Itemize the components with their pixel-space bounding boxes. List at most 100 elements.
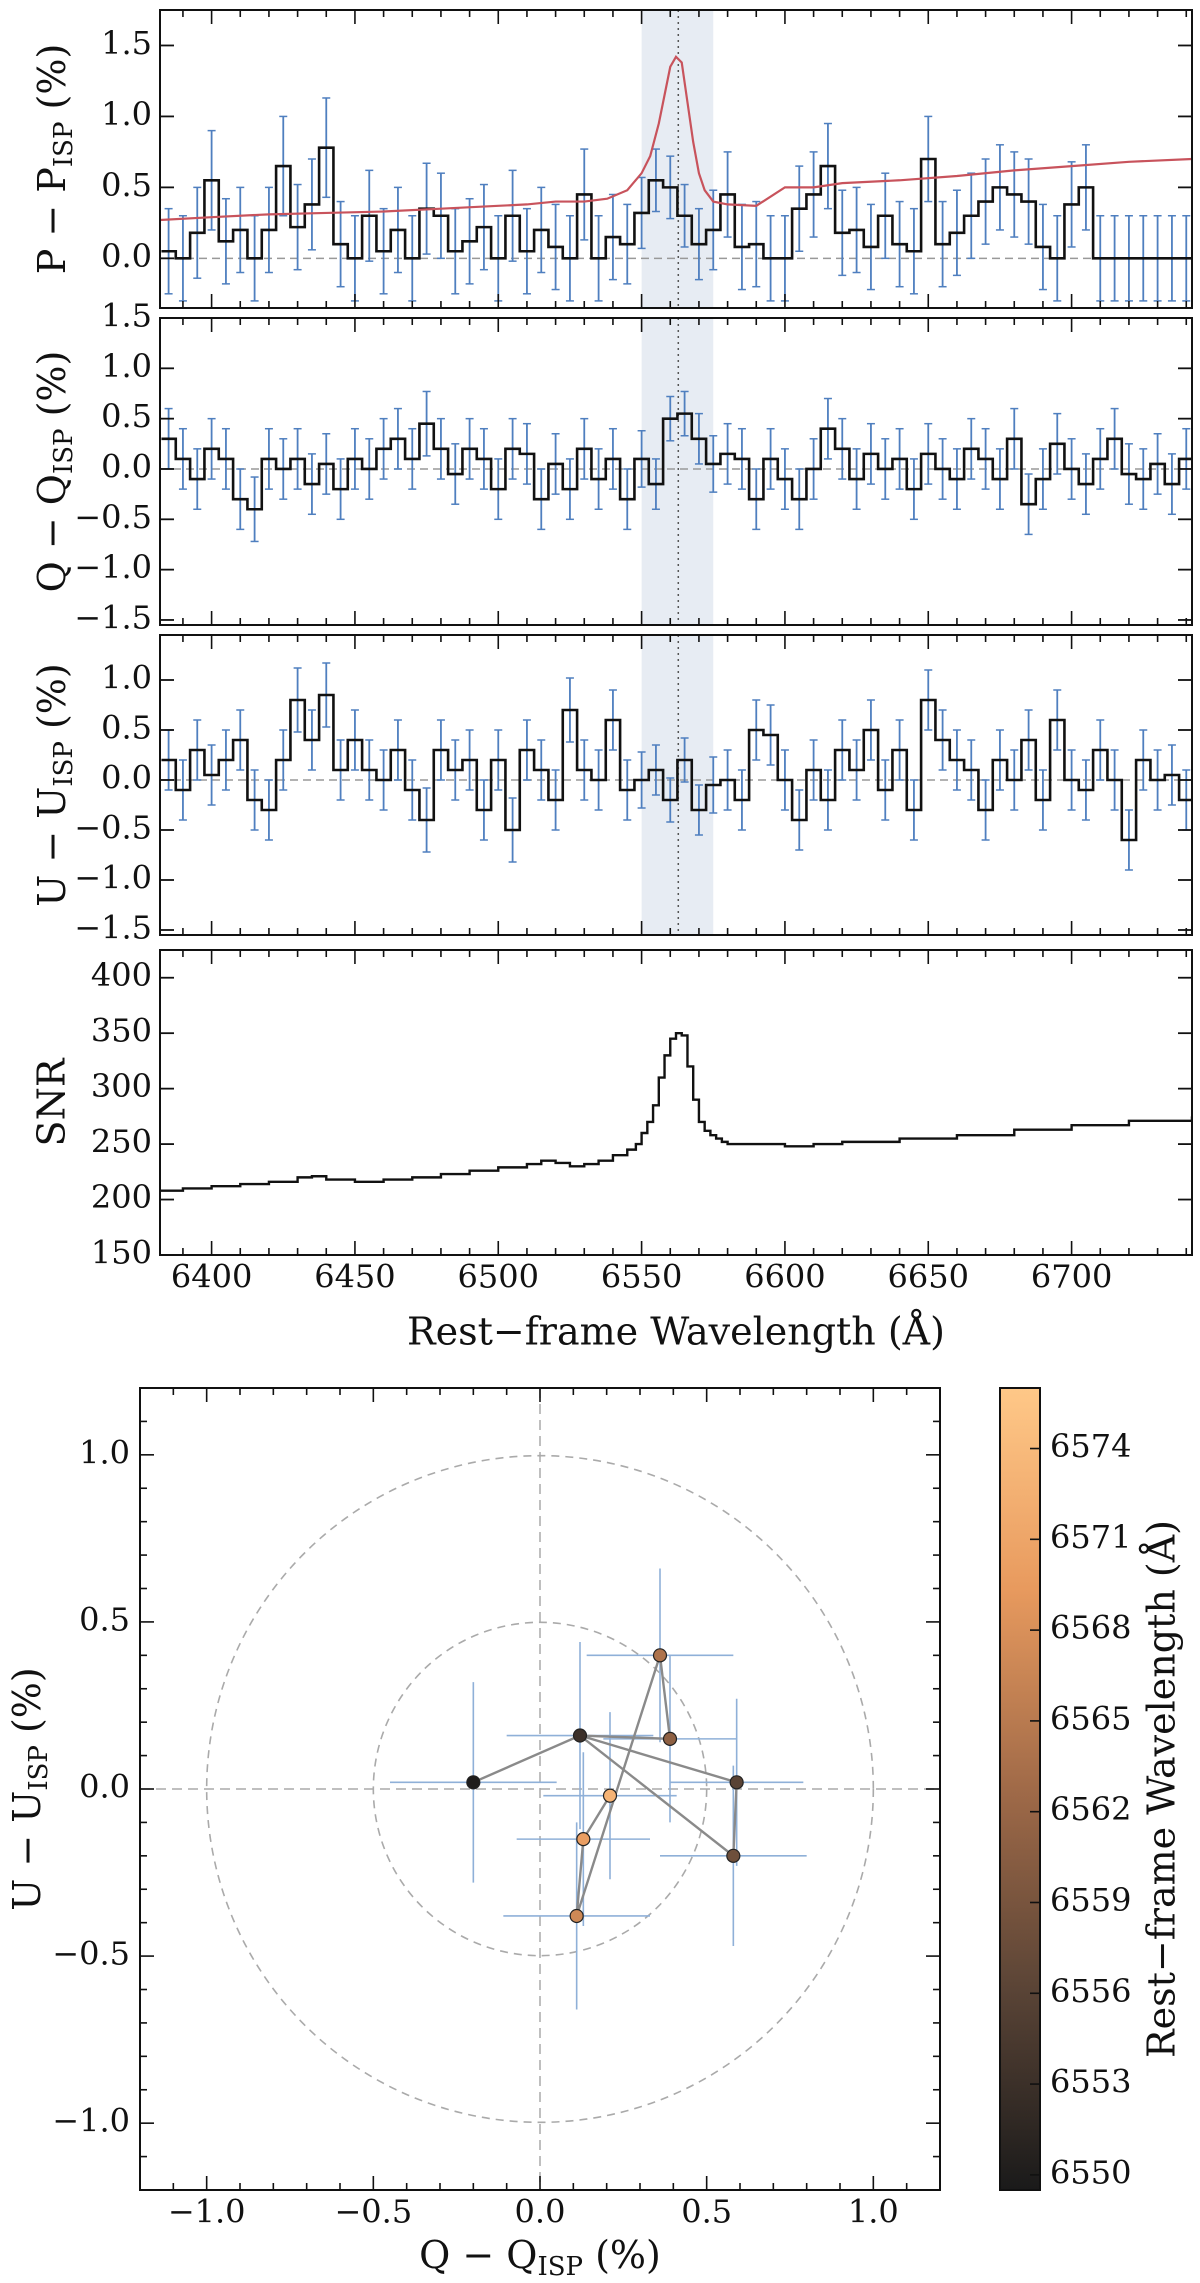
qu-data-point (726, 1848, 741, 1863)
y-axis-label: U − UISP (%) (30, 663, 80, 906)
halpha-band (641, 10, 714, 308)
x-axis-label-part: ISP (537, 2252, 583, 2282)
qu-plane-panel: −1.0 −0.5 0.0 0.5 1.0−1.0−0.50.00.51.0Q − QI… (5, 1387, 941, 2283)
y-axis-label-unit: (%) (30, 44, 74, 122)
y-tick-label: 0.5 (79, 1600, 130, 1638)
x-tick-label: 6500 (458, 1258, 539, 1296)
qu-data-point (652, 1648, 668, 1663)
axes-frame (159, 317, 1193, 626)
snr-panel: 150 200 250 300 350 400 6400 6450 6500 6550 6600 66… (30, 949, 1193, 1354)
x-tick-label: 6650 (888, 1258, 969, 1296)
plot-area (160, 1031, 1192, 1192)
colorbar: 6550 6553 6556 6559 6562 6565 6568 6571 6574 Rest… (999, 1387, 1184, 2191)
axes-frame (159, 949, 1193, 1256)
qu-data-point (466, 1775, 481, 1790)
colorbar-tick-label: 6553 (1050, 2063, 1131, 2101)
qu-data-point (576, 1832, 591, 1847)
y-axis-label-sub: ISP (49, 428, 79, 474)
y-tick-label: −0.5 (74, 809, 152, 847)
y-axis-label-part: (%) (5, 1667, 49, 1745)
qu-data-point (602, 1788, 618, 1803)
y-tick-label: 1.0 (101, 95, 152, 133)
y-tick-label: 0.5 (101, 709, 152, 747)
y-tick-label: 1.0 (101, 659, 152, 697)
y-tick-label: −0.5 (74, 498, 152, 536)
y-axis-label-main: U − U (30, 787, 74, 907)
y-axis-label-sub: ISP (49, 741, 79, 787)
qu-data-point (729, 1775, 744, 1790)
y-tick-label: 0.5 (101, 397, 152, 435)
y-axis-label-unit: (%) (30, 663, 74, 741)
x-tick-label: 6700 (1031, 1258, 1112, 1296)
y-axis-label-unit: (%) (30, 351, 74, 429)
y-tick-label: 1.0 (101, 347, 152, 385)
x-axis-label: Q − QISP (%) (419, 2233, 661, 2283)
x-axis-label-part: (%) (583, 2233, 661, 2277)
colorbar-tick-label: 6574 (1050, 1427, 1131, 1465)
qu-data-point (572, 1728, 588, 1743)
y-axis-label-part: U − U (5, 1791, 49, 1911)
x-tick-label: 6550 (601, 1258, 682, 1296)
qu-path (472, 1654, 738, 1917)
scaled-flux-line (160, 55, 1192, 222)
x-tick-label: 6600 (744, 1258, 825, 1296)
colorbar-gradient (999, 1387, 1041, 2191)
y-tick-label: 250 (91, 1123, 152, 1161)
y-tick-label: 0.5 (101, 166, 152, 204)
y-tick-label: 400 (91, 956, 152, 994)
u-panel: −1.5 −1.0 −0.5 0.0 0.5 1.0 U − UISP (%) (30, 634, 1193, 947)
y-axis-label-main: Q − Q (30, 474, 74, 592)
colorbar-tick-label: 6562 (1050, 1790, 1131, 1828)
polarization-step-line (161, 146, 1192, 260)
y-axis-label-part: ISP (24, 1745, 54, 1791)
y-tick-label: 0.0 (79, 1768, 130, 1806)
reference-circle (205, 1454, 875, 2124)
qu-data-point (662, 1731, 678, 1746)
y-tick-label: 0.0 (101, 447, 152, 485)
colorbar-tick-label: 6556 (1050, 1972, 1131, 2010)
y-tick-label: 350 (91, 1012, 152, 1050)
y-axis-label: U − UISP (%) (5, 1667, 55, 1910)
y-tick-label: 1.5 (101, 297, 152, 335)
y-tick-label: 1.5 (101, 24, 152, 62)
x-axis-label-part: Q − Q (419, 2233, 537, 2277)
x-tick-label: 0.5 (681, 2193, 732, 2231)
x-axis-label: Rest−frame Wavelength (Å) (407, 1310, 945, 1354)
y-tick-label: −1.0 (74, 859, 152, 897)
y-axis-label: Q − QISP (%) (30, 351, 80, 593)
y-axis-label-main: P − P (30, 167, 74, 274)
plot-area (160, 10, 1192, 308)
colorbar-tick-label: 6559 (1050, 1881, 1131, 1919)
qu-data-point (569, 1908, 584, 1924)
snr-step-line (160, 1031, 1192, 1192)
axes-frame (159, 9, 1193, 309)
y-tick-label: −1.5 (74, 909, 152, 947)
polarization-step-line (161, 693, 1192, 842)
colorbar-tick-label: 6550 (1050, 2153, 1131, 2191)
x-tick-label: −1.0 (168, 2193, 246, 2231)
x-tick-label: 6450 (314, 1258, 395, 1296)
y-tick-label: −1.0 (74, 548, 152, 586)
halpha-band (641, 318, 714, 625)
y-tick-label: −1.5 (74, 598, 152, 636)
reference-circle (372, 1621, 708, 1957)
y-axis-label: SNR (30, 1057, 74, 1146)
colorbar-tick-label: 6565 (1050, 1699, 1131, 1737)
x-tick-label: −0.5 (334, 2193, 412, 2231)
plot-area (160, 318, 1192, 625)
y-tick-label: 0.0 (101, 759, 152, 797)
y-tick-label: 300 (91, 1067, 152, 1105)
plot-area (160, 635, 1192, 935)
colorbar-tick-label: 6571 (1050, 1518, 1131, 1556)
x-tick-label: 0.0 (515, 2193, 566, 2231)
y-tick-label: −0.5 (52, 1935, 130, 1973)
y-tick-label: 150 (91, 1234, 152, 1272)
y-tick-label: 200 (91, 1178, 152, 1216)
polarization-step-line (161, 412, 1192, 511)
q-panel: −1.5 −1.0 −0.5 0.0 0.5 1.0 1.5 Q − QISP (%) (30, 297, 1193, 636)
y-axis-label: P − PISP (%) (30, 44, 80, 275)
x-tick-label: 1.0 (848, 2193, 899, 2231)
y-tick-label: −1.0 (52, 2102, 130, 2140)
p-panel: 0.0 0.5 1.0 1.5 P − PISP (%) (30, 9, 1193, 309)
